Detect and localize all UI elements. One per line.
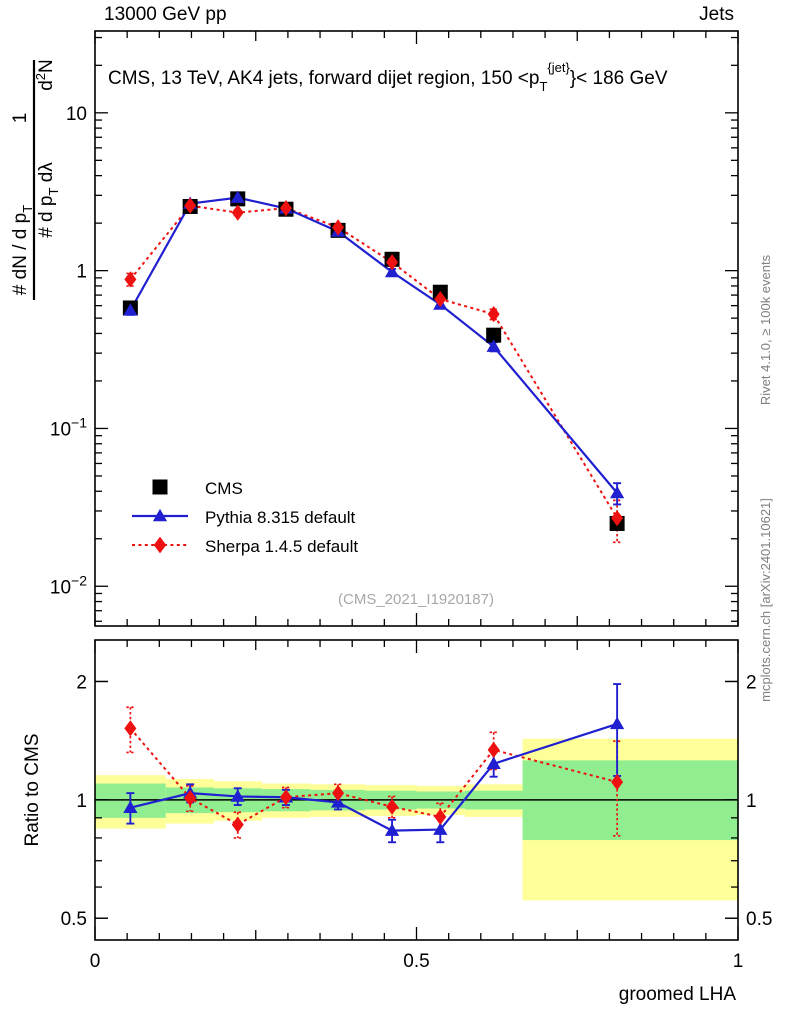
sherpa-ratio-marker (184, 790, 197, 807)
mcplots-reference-note: mcplots.cern.ch [arXiv:2401.10621] (758, 498, 773, 702)
pythia-main-marker (123, 303, 138, 316)
main-y-tick-label: 10−1 (50, 414, 87, 440)
main-panel: CMS, 13 TeV, AK4 jets, forward dijet reg… (10, 30, 739, 627)
sherpa-ratio-marker (611, 773, 624, 791)
sherpa-ratio-marker (386, 798, 399, 815)
sherpa-ratio-marker (279, 789, 292, 806)
x-tick-label: 0 (90, 951, 101, 972)
plot-title-text: CMS, 13 TeV, AK4 jets, forward dijet reg… (108, 60, 668, 94)
sherpa-main-marker (279, 200, 292, 217)
sherpa-ratio-marker (231, 816, 244, 833)
sherpa-main-marker (611, 510, 624, 527)
x-tick-label: 1 (733, 951, 744, 972)
pythia-ratio-marker (123, 800, 138, 813)
sherpa-main-marker (231, 204, 244, 221)
sherpa-main-marker (434, 291, 447, 308)
svg-text:# d pT dλ: # d pT dλ (36, 162, 61, 238)
legend: CMS Pythia 8.315 default Sherpa 1.4.5 defa… (132, 479, 358, 556)
pythia-ratio-marker (433, 822, 448, 835)
sherpa-ratio-marker (332, 785, 345, 802)
ratio-y-tick-label: 1 (76, 791, 87, 812)
main-y-tick-label: 10−2 (50, 572, 87, 598)
ratio-y-tick-label-right: 2 (746, 672, 757, 693)
sherpa-main-line (129, 204, 618, 519)
legend-label-2: Sherpa 1.4.5 default (205, 537, 358, 556)
main-y-tick-label: 10 (66, 104, 87, 125)
main-y-axis-label: # dN / d pT 1 # d pT dλ d2N (10, 59, 61, 300)
sherpa-main-marker (386, 254, 399, 271)
sherpa-main-marker (184, 197, 197, 214)
header-right: Jets (699, 4, 734, 25)
ratio-y-tick-label: 0.5 (61, 909, 87, 930)
svg-text:# dN / d pT: # dN / d pT (10, 205, 35, 295)
pythia-ratio-marker (486, 756, 501, 770)
pythia-main-marker (486, 339, 501, 352)
sherpa-ratio-line (129, 727, 618, 826)
ratio-y-axis-label: Ratio to CMS (22, 734, 43, 847)
cms-main-marker (486, 327, 502, 343)
x-tick-label: 0.5 (403, 951, 429, 972)
sherpa-ratio-marker (487, 741, 500, 758)
rivet-version-note: Rivet 4.1.0, ≥ 100k events (758, 254, 773, 405)
legend-label-1: Pythia 8.315 default (205, 508, 356, 527)
main-y-tick-label: 1 (76, 262, 87, 283)
ratio-y-tick-label: 2 (76, 672, 87, 693)
sherpa-ratio-marker (434, 808, 447, 825)
sherpa-main-marker (487, 306, 500, 323)
legend-marker-1 (152, 508, 168, 522)
pythia-ratio-marker (384, 823, 400, 836)
pythia-main-line (129, 196, 618, 494)
svg-text:1: 1 (10, 113, 31, 124)
pythia-main-marker (609, 485, 625, 499)
x-axis-label: groomed LHA (619, 984, 737, 1005)
legend-marker-0 (152, 479, 168, 495)
svg-text:d2N: d2N (33, 59, 57, 91)
legend-label-0: CMS (205, 479, 243, 498)
sherpa-main-marker (124, 271, 137, 288)
ratio-y-tick-label-right: 1 (746, 791, 757, 812)
header-left: 13000 GeV pp (104, 4, 227, 25)
sherpa-main-marker (332, 219, 345, 236)
pythia-ratio-marker (330, 795, 346, 808)
ratio-y-tick-label-right: 0.5 (746, 909, 772, 930)
ratio-panel: 2 21 10.5 0.5 0 0.5 1 Ratio to CMS groomed LH… (22, 639, 772, 1005)
pythia-ratio-marker (609, 716, 625, 730)
legend-marker-2 (153, 536, 167, 554)
pythia-ratio-marker (230, 789, 245, 802)
pythia-main-marker (230, 190, 245, 203)
pythia-main-marker (384, 264, 400, 278)
ratio-plot-frame (94, 639, 739, 941)
sherpa-ratio-marker (124, 720, 137, 737)
analysis-id-watermark: (CMS_2021_I1920187) (338, 591, 494, 608)
main-plot-frame (94, 30, 739, 627)
